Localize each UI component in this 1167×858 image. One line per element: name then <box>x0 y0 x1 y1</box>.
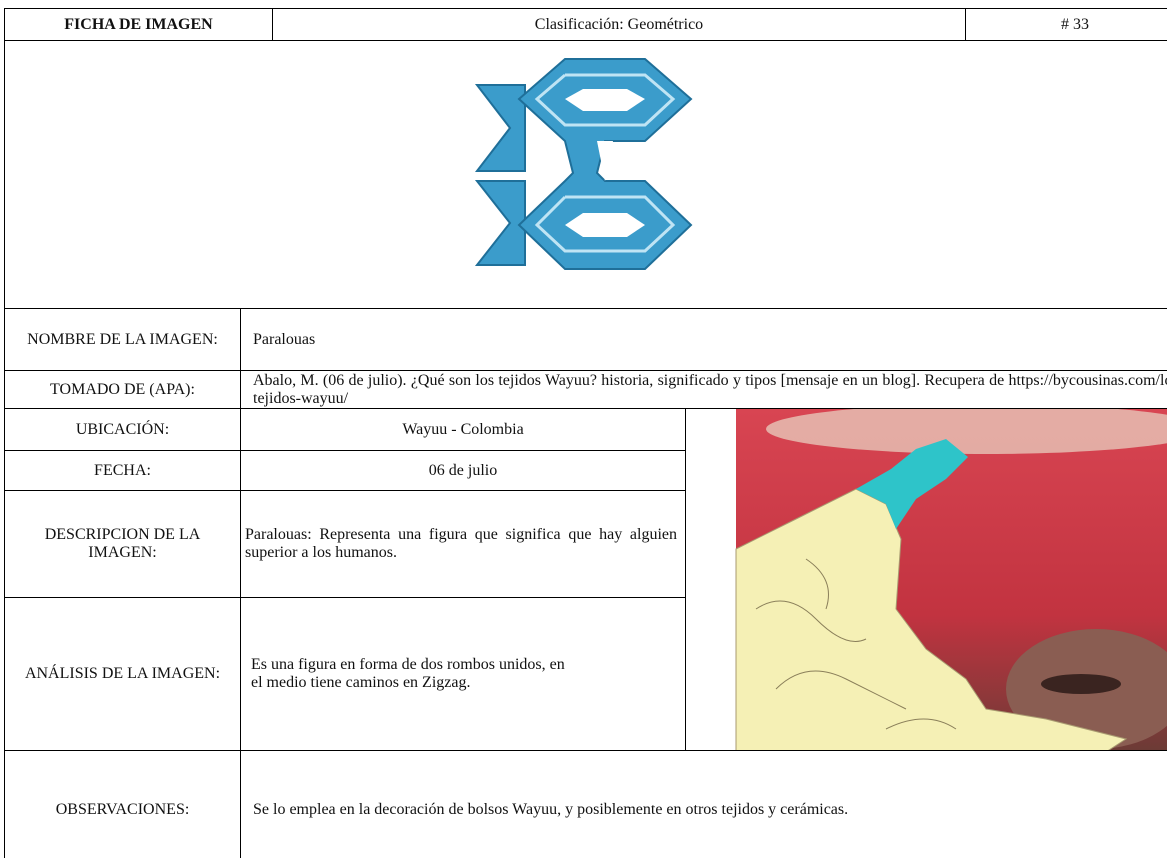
source-value: Abalo, M. (06 de julio). ¿Qué son los te… <box>253 371 1167 407</box>
description-value-cell: Paralouas: Representa una figura que sig… <box>240 490 686 598</box>
observations-value: Se lo emplea en la decoración de bolsos … <box>253 801 849 818</box>
description-label-cell: DESCRIPCION DE LA IMAGEN: <box>4 490 241 598</box>
description-label: DESCRIPCION DE LA IMAGEN: <box>44 526 201 561</box>
date-label: FECHA: <box>94 461 151 479</box>
location-label: UBICACIÓN: <box>75 420 170 438</box>
header-classification-cell: Clasificación: Geométrico <box>272 8 966 41</box>
observations-value-cell: Se lo emplea en la decoración de bolsos … <box>240 750 1167 858</box>
source-value-cell: Abalo, M. (06 de julio). ¿Qué son los te… <box>240 370 1167 409</box>
name-label: NOMBRE DE LA IMAGEN: <box>27 330 218 348</box>
header-title-cell: FICHA DE IMAGEN <box>4 8 273 41</box>
name-value-cell: Paralouas <box>240 308 1167 371</box>
date-value-cell: 06 de julio <box>240 450 686 491</box>
location-value-cell: Wayuu - Colombia <box>240 408 686 451</box>
location-value: Wayuu - Colombia <box>402 420 524 438</box>
header-number-cell: # 33 <box>965 8 1167 41</box>
map-photo <box>735 409 1167 750</box>
source-label-cell: TOMADO DE (APA): <box>4 370 241 409</box>
location-label-cell: UBICACIÓN: <box>4 408 241 451</box>
analysis-label: ANÁLISIS DE LA IMAGEN: <box>24 665 221 682</box>
header-number: # 33 <box>1061 15 1089 33</box>
header-title: FICHA DE IMAGEN <box>64 15 213 33</box>
description-value: Paralouas: Representa una figura que sig… <box>245 526 677 561</box>
pattern-image <box>474 58 693 270</box>
header-classification: Clasificación: Geométrico <box>534 15 704 33</box>
source-label: TOMADO DE (APA): <box>50 380 195 398</box>
date-label-cell: FECHA: <box>4 450 241 491</box>
analysis-label-cell: ANÁLISIS DE LA IMAGEN: <box>4 597 241 751</box>
analysis-value: Es una figura en forma de dos rombos uni… <box>251 656 565 691</box>
observations-label-cell: OBSERVACIONES: <box>4 750 241 858</box>
name-value: Paralouas <box>253 330 316 348</box>
date-value: 06 de julio <box>428 461 498 479</box>
image-cell <box>4 40 1167 309</box>
name-label-cell: NOMBRE DE LA IMAGEN: <box>4 308 241 371</box>
map-cell <box>685 408 1167 751</box>
analysis-value-cell: Es una figura en forma de dos rombos uni… <box>240 597 686 751</box>
observations-label: OBSERVACIONES: <box>55 801 190 818</box>
